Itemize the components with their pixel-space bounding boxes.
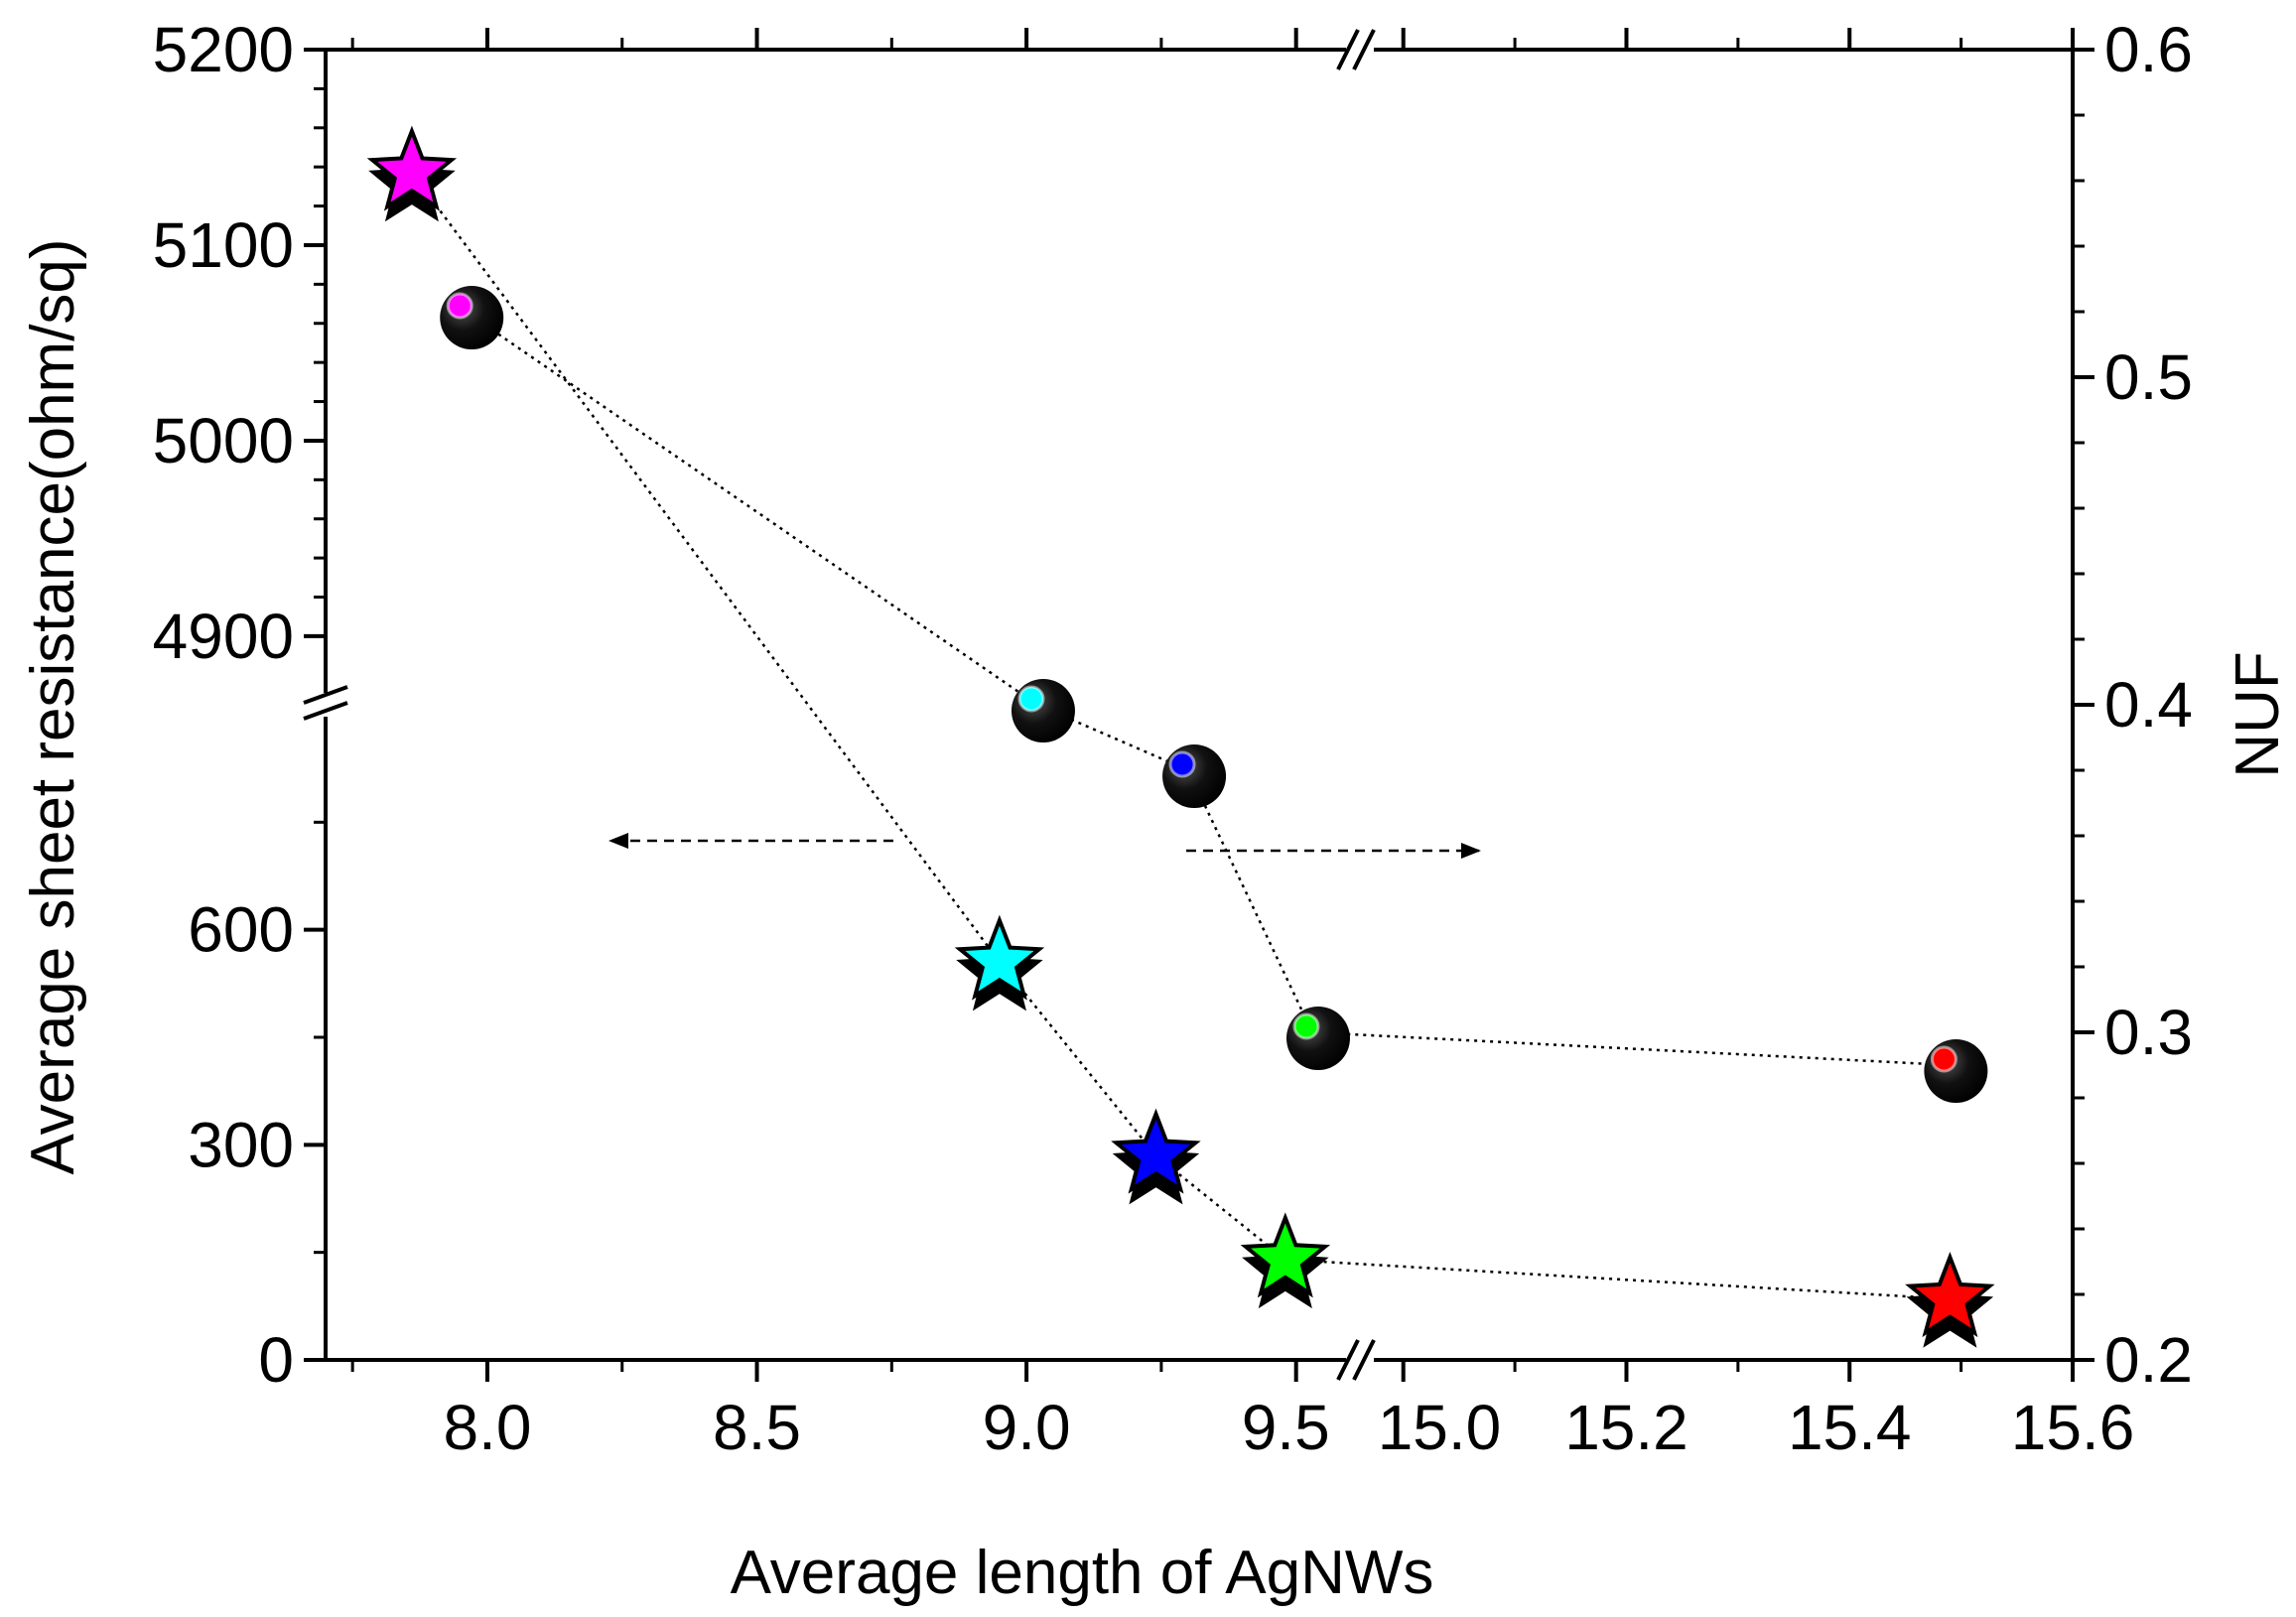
sphere-marker <box>440 286 504 349</box>
sheet-resistance-line <box>410 172 1951 1300</box>
plot-frame <box>303 29 2075 1381</box>
x-tick-label: 15.2 <box>1564 1392 1688 1463</box>
y-right-tick-label: 0.3 <box>2104 997 2193 1068</box>
series-lines <box>410 172 1951 1300</box>
star-marker <box>1905 1252 1995 1338</box>
series-markers <box>366 125 1995 1348</box>
y-right-tick-label: 0.5 <box>2104 341 2193 413</box>
x-axis-break-mark <box>1336 29 1360 70</box>
y-left-tick-label: 4900 <box>153 601 294 672</box>
y-left-tick-label: 0 <box>258 1324 294 1396</box>
x-tick-label: 8.0 <box>443 1392 531 1463</box>
sphere-marker-highlight <box>1292 1012 1320 1040</box>
x-tick-label: 9.0 <box>983 1392 1071 1463</box>
sphere-marker-highlight <box>1017 685 1045 713</box>
sphere-marker <box>1924 1039 1988 1103</box>
x-tick-label: 15.6 <box>2011 1392 2135 1463</box>
x-tick-label: 15.4 <box>1788 1392 1912 1463</box>
annotation-arrows <box>608 833 1481 859</box>
y-right-tick-label: 0.6 <box>2104 14 2193 85</box>
sphere-marker-highlight <box>446 292 473 320</box>
star-marker <box>1111 1108 1201 1194</box>
sphere-marker <box>1285 1007 1350 1070</box>
x-axis-title: Average length of AgNWs <box>731 1539 1434 1607</box>
y-axis-break-mark <box>303 701 348 721</box>
x-axis-break-mark <box>1352 1339 1376 1381</box>
y-left-tick-label: 5200 <box>153 14 294 85</box>
y-right-tick-label: 0.4 <box>2104 669 2193 741</box>
x-axis-break-mark <box>1352 29 1376 70</box>
sphere-marker-highlight <box>1168 750 1196 778</box>
star-marker <box>1240 1212 1331 1298</box>
x-tick-label: 15.0 <box>1378 1392 1502 1463</box>
sphere-marker <box>1011 679 1075 742</box>
left-y-axis-ticks: 0 300 600 4900 5000 5100 5200 <box>153 14 326 1396</box>
x-axis-ticks: 8.0 8.5 9.0 9.5 15.0 15.2 15.4 15.6 <box>350 28 2135 1463</box>
x-axis-break-mark <box>1336 1339 1360 1381</box>
x-tick-label: 8.5 <box>713 1392 801 1463</box>
sphere-marker <box>1162 744 1227 808</box>
y-left-tick-label: 300 <box>188 1109 294 1180</box>
star-marker <box>954 914 1045 1001</box>
y-left-tick-label: 5100 <box>153 209 294 281</box>
sphere-marker-highlight <box>1930 1045 1958 1073</box>
nuf-line <box>465 310 1951 1067</box>
star-marker <box>366 125 458 211</box>
right-y-axis-title: NUF <box>2224 651 2292 777</box>
left-y-axis-title: Average sheet resistance(ohm/sq) <box>19 238 87 1174</box>
y-axis-break-mark <box>303 685 348 705</box>
y-right-tick-label: 0.2 <box>2104 1324 2193 1396</box>
y-left-tick-label: 5000 <box>153 405 294 476</box>
y-left-tick-label: 600 <box>188 894 294 966</box>
right-y-axis-ticks: 0.2 0.3 0.4 0.5 0.6 <box>2073 14 2193 1396</box>
x-tick-label: 9.5 <box>1242 1392 1330 1463</box>
